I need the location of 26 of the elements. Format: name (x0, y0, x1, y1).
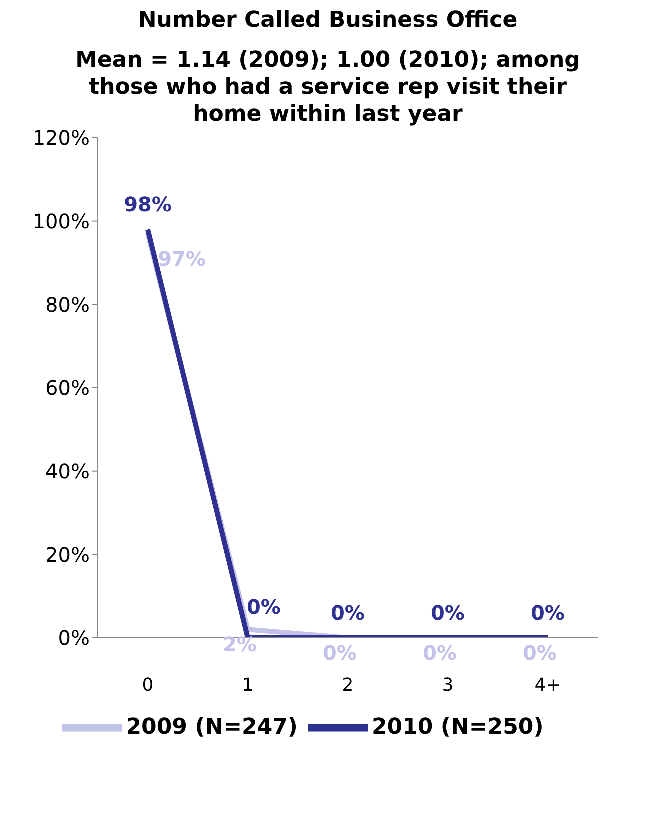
y-tick-label: 120% (32, 126, 90, 150)
legend-label: 2010 (N=250) (372, 715, 544, 740)
y-tick-label: 60% (46, 376, 90, 400)
x-tick-label: 2 (342, 674, 354, 696)
y-tick-label: 0% (58, 626, 90, 650)
y-tick-label: 100% (32, 209, 90, 234)
data-label: 97% (158, 246, 206, 271)
x-tick-label: 3 (442, 674, 454, 696)
x-tick-label: 4+ (534, 674, 562, 696)
y-tick-label: 20% (46, 542, 90, 567)
y-tick-label: 40% (46, 459, 90, 484)
data-label: 0% (323, 641, 357, 665)
data-label: 98% (124, 192, 172, 217)
data-label: 0% (423, 641, 457, 665)
y-tick-label: 80% (46, 292, 90, 317)
chart-subtitle: Mean = 1.14 (2009); 1.00 (2010); among those who had a service rep visit their home within last year (74, 47, 582, 128)
legend-label: 2009 (N=247) (126, 715, 298, 740)
data-label: 0% (247, 595, 281, 619)
data-label: 2% (223, 632, 257, 657)
x-tick-label: 1 (242, 674, 254, 696)
chart-title: Number Called Business Office (137, 8, 519, 33)
data-label: 0% (531, 601, 565, 625)
data-label: 0% (523, 641, 557, 665)
data-label: 0% (431, 601, 465, 625)
x-tick-label: 0 (142, 674, 154, 696)
data-label: 0% (331, 601, 365, 625)
